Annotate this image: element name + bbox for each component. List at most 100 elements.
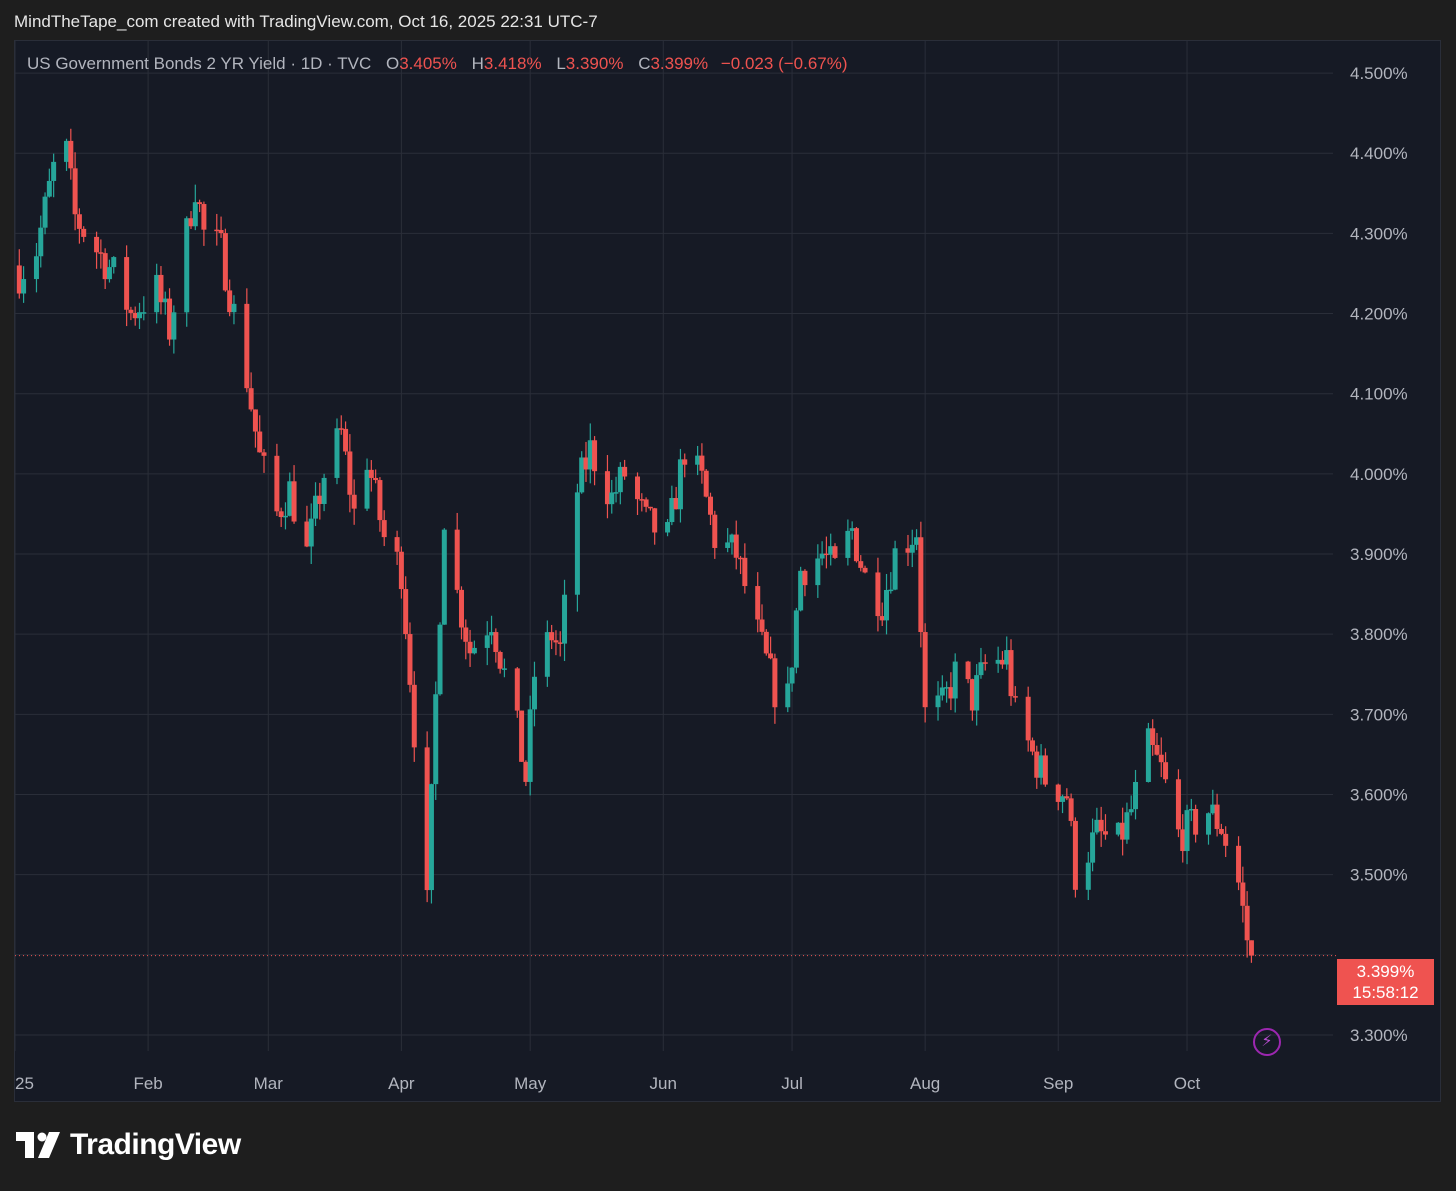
candle-body <box>768 653 774 659</box>
candle-body <box>888 589 894 592</box>
candle <box>282 502 288 530</box>
y-tick-label: 3.700% <box>1350 705 1408 724</box>
last-price-value: 3.399% <box>1356 962 1415 981</box>
tradingview-logo-text: TradingView <box>70 1128 241 1161</box>
candle <box>368 460 374 492</box>
candle <box>974 664 980 726</box>
candle-body <box>978 662 984 676</box>
candle <box>1145 722 1151 783</box>
axis-labels: 4.500% 4.400% 4.300% 4.200% 4.100% 4.000% 3.90… <box>15 64 1408 1093</box>
candle <box>317 482 323 520</box>
candle-body <box>471 647 477 654</box>
lightning-icon[interactable]: ⚡ <box>1253 1028 1281 1056</box>
candle-body <box>574 492 580 595</box>
candle <box>995 646 1001 673</box>
candle <box>579 451 585 494</box>
candle <box>497 650 503 674</box>
candle-body <box>828 546 834 555</box>
candle-body <box>1188 808 1194 811</box>
chart-panel[interactable]: 4.500% 4.400% 4.300% 4.200% 4.100% 4.000% 3.90… <box>14 40 1441 1102</box>
candle <box>124 245 130 327</box>
candle-body <box>772 658 778 708</box>
candle-body <box>338 428 344 430</box>
candle-body <box>845 530 851 558</box>
candle-body <box>308 518 314 547</box>
candle-body <box>862 567 868 573</box>
candle-body <box>725 542 731 548</box>
candle <box>1193 804 1199 843</box>
candle <box>201 201 207 246</box>
candle-body <box>592 440 598 472</box>
candle-body <box>952 661 958 699</box>
y-tick-label: 3.300% <box>1350 1026 1408 1045</box>
candle <box>677 448 683 523</box>
candle-body <box>1064 796 1070 799</box>
candle-body <box>1210 804 1216 814</box>
candle <box>321 473 327 512</box>
candle <box>652 507 658 545</box>
candle-body <box>1158 754 1164 763</box>
candle <box>755 572 761 633</box>
candle-body <box>501 668 507 670</box>
symbol-name[interactable]: US Government Bonds 2 YR Yield · 1D · TV… <box>27 54 372 73</box>
candle <box>635 472 641 515</box>
candle-body <box>1214 804 1220 829</box>
candle-body <box>905 548 911 553</box>
candle <box>21 266 27 303</box>
high-value: 3.418% <box>483 54 542 73</box>
candle <box>214 213 220 246</box>
candle-body <box>227 290 233 313</box>
candle-body <box>64 140 70 162</box>
candle-body <box>42 196 48 228</box>
candle-body <box>703 470 709 497</box>
candle <box>377 477 383 532</box>
candle <box>557 631 563 657</box>
candle-body <box>635 476 641 500</box>
candle <box>373 469 379 484</box>
candle <box>879 602 885 626</box>
candle-body <box>428 784 434 891</box>
candle-body <box>68 140 74 169</box>
candle-body <box>377 480 383 521</box>
candle <box>1158 737 1164 778</box>
candle-body <box>313 495 319 519</box>
candle <box>639 493 645 512</box>
candle-body <box>94 236 100 253</box>
candle-body <box>549 632 555 641</box>
candle <box>695 445 701 476</box>
candle-body <box>1124 812 1130 840</box>
x-tick-label: 2025 <box>15 1074 34 1093</box>
candle <box>1060 794 1066 814</box>
candlestick-chart[interactable]: 4.500% 4.400% 4.300% 4.200% 4.100% 4.000% 3.90… <box>15 41 1440 1101</box>
candle <box>514 667 520 718</box>
candle-body <box>1133 781 1139 810</box>
candle <box>935 681 941 721</box>
candle <box>313 482 319 527</box>
candle <box>673 486 679 510</box>
y-tick-label: 4.400% <box>1350 144 1408 163</box>
candle <box>467 629 473 667</box>
candle <box>188 211 194 229</box>
chart-credit: MindTheTape_com created with TradingView… <box>14 12 598 31</box>
candle-body <box>849 528 855 531</box>
candle-body <box>1042 755 1048 785</box>
candle-body <box>789 667 795 684</box>
candle <box>738 555 744 575</box>
candle <box>441 528 447 625</box>
close-value: 3.399% <box>650 54 709 73</box>
candle-body <box>489 632 495 636</box>
candle-body <box>1085 862 1091 890</box>
candle-body <box>1193 808 1199 835</box>
candle-body <box>879 616 885 621</box>
candle-body <box>197 202 203 205</box>
candle-body <box>1029 740 1035 752</box>
candle-body <box>695 455 701 465</box>
candle-body <box>858 561 864 568</box>
candle <box>106 259 112 283</box>
tradingview-logo[interactable]: TradingView <box>16 1128 241 1162</box>
candle <box>304 505 310 548</box>
y-tick-label: 4.200% <box>1350 305 1408 324</box>
candle <box>1098 806 1104 847</box>
candle <box>137 302 143 330</box>
candle-body <box>617 466 623 493</box>
